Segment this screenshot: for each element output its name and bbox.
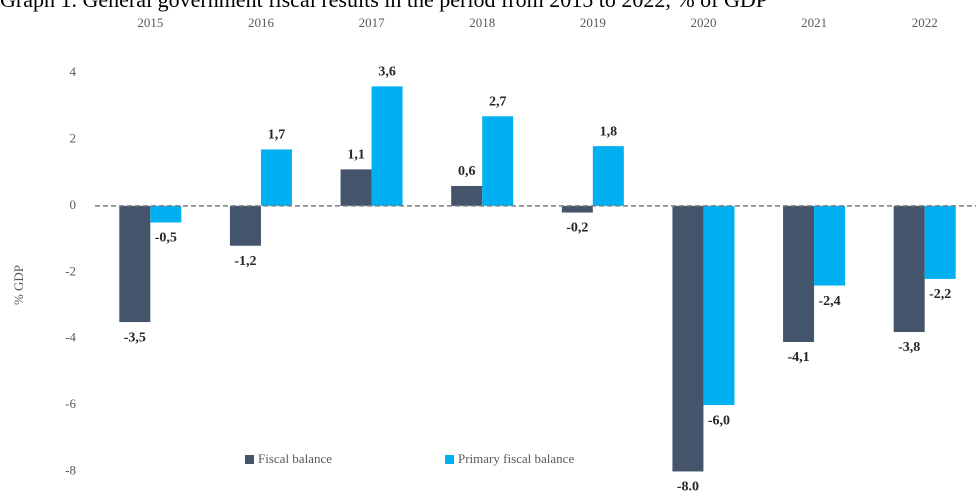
legend-swatch bbox=[245, 455, 254, 464]
data-label: -3,8 bbox=[898, 340, 920, 355]
bar bbox=[703, 205, 735, 406]
data-label: -3,5 bbox=[124, 330, 146, 345]
legend-label: Fiscal balance bbox=[258, 451, 332, 466]
data-label: 1,8 bbox=[600, 124, 618, 139]
y-tick-label: -4 bbox=[65, 330, 76, 345]
x-tick-label: 2019 bbox=[580, 15, 606, 30]
data-label: -2,2 bbox=[929, 287, 951, 302]
x-tick-label: 2016 bbox=[248, 15, 275, 30]
data-label: 1,1 bbox=[347, 148, 365, 163]
bar bbox=[260, 149, 292, 206]
legend-swatch bbox=[445, 455, 454, 464]
data-label: -1,2 bbox=[234, 254, 256, 269]
bar bbox=[783, 205, 815, 342]
bar bbox=[340, 169, 372, 206]
bar bbox=[561, 205, 593, 213]
bar bbox=[672, 205, 704, 472]
bar bbox=[814, 205, 846, 286]
chart-title: Graph 1. General government fiscal resul… bbox=[0, 0, 768, 12]
bar bbox=[229, 205, 261, 246]
x-tick-label: 2015 bbox=[137, 15, 163, 30]
y-tick-label: 4 bbox=[70, 64, 77, 79]
x-tick-label: 2021 bbox=[801, 15, 827, 30]
x-tick-label: 2020 bbox=[690, 15, 716, 30]
bar bbox=[371, 86, 403, 206]
data-label: -0,5 bbox=[155, 231, 177, 246]
x-tick-label: 2022 bbox=[912, 15, 938, 30]
y-tick-label: 0 bbox=[70, 197, 77, 212]
y-tick-label: -6 bbox=[65, 396, 76, 411]
y-axis-label: % GDP bbox=[11, 265, 26, 305]
x-tick-label: 2017 bbox=[359, 15, 386, 30]
y-tick-label: 2 bbox=[70, 130, 77, 145]
bar bbox=[119, 205, 151, 323]
y-tick-label: -8 bbox=[65, 462, 76, 477]
data-label: 1,7 bbox=[268, 128, 286, 143]
data-label: -0,2 bbox=[566, 221, 588, 236]
bar bbox=[150, 205, 182, 223]
legend-label: Primary fiscal balance bbox=[458, 451, 574, 466]
data-label: 0,6 bbox=[458, 164, 476, 179]
data-label: 2,7 bbox=[489, 94, 507, 109]
data-label: -4,1 bbox=[787, 350, 809, 365]
data-label: -8.0 bbox=[677, 480, 699, 495]
bar bbox=[592, 146, 624, 206]
y-tick-label: -2 bbox=[65, 263, 76, 278]
data-label: -6,0 bbox=[708, 413, 730, 428]
x-tick-label: 2018 bbox=[469, 15, 495, 30]
bar bbox=[924, 205, 956, 279]
bar bbox=[893, 205, 925, 333]
bar bbox=[482, 116, 514, 206]
data-label: 3,6 bbox=[378, 65, 396, 80]
bar bbox=[451, 185, 483, 206]
data-label: -2,4 bbox=[818, 294, 840, 309]
